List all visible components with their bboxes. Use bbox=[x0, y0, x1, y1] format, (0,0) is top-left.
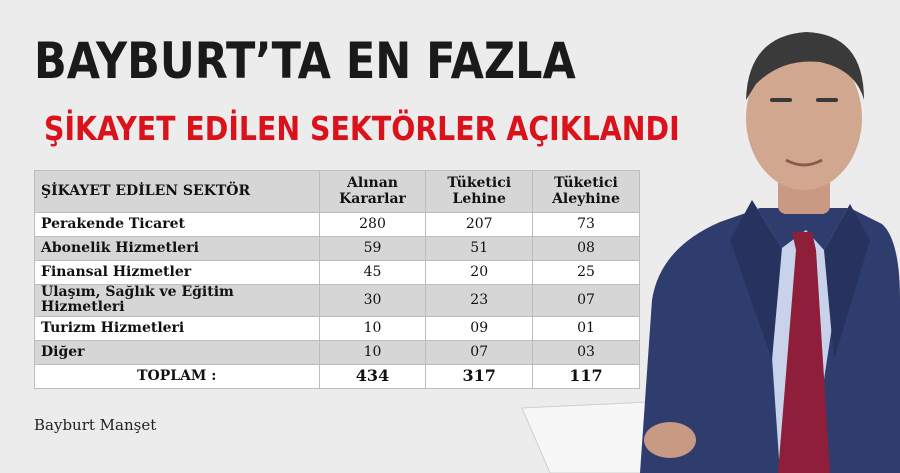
header-lehine: Tüketici Lehine bbox=[425, 170, 533, 213]
header-alinan: Alınan Kararlar bbox=[318, 170, 427, 213]
row-sector: Ulaşım, Sağlık ve Eğitim Hizmetleri bbox=[34, 284, 320, 317]
portrait-illustration bbox=[521, 32, 900, 473]
header-aleyhine: Tüketici Aleyhine bbox=[531, 170, 641, 213]
row-lehine: 23 bbox=[425, 284, 533, 317]
row-sector: Turizm Hizmetleri bbox=[34, 315, 320, 341]
row-alinan: 280 bbox=[318, 212, 427, 237]
table-row: Ulaşım, Sağlık ve Eğitim Hizmetleri 30 2… bbox=[34, 284, 641, 317]
mouth bbox=[785, 158, 823, 167]
tie bbox=[778, 232, 830, 473]
row-lehine: 20 bbox=[425, 260, 533, 285]
row-sector: Abonelik Hizmetleri bbox=[34, 236, 320, 261]
row-aleyhine: 73 bbox=[531, 212, 641, 237]
total-label: TOPLAM : bbox=[34, 363, 320, 389]
row-aleyhine: 08 bbox=[531, 236, 641, 261]
row-aleyhine: 07 bbox=[531, 284, 641, 317]
row-alinan: 10 bbox=[318, 339, 427, 365]
header-sector: ŞİKAYET EDİLEN SEKTÖR bbox=[34, 170, 320, 213]
row-lehine: 207 bbox=[425, 212, 533, 237]
table-row: Diğer 10 07 03 bbox=[34, 339, 641, 365]
row-lehine: 09 bbox=[425, 315, 533, 341]
row-lehine: 51 bbox=[425, 236, 533, 261]
right-eyebrow bbox=[816, 98, 838, 102]
complaints-table: ŞİKAYET EDİLEN SEKTÖR Alınan Kararlar Tü… bbox=[34, 170, 641, 389]
row-sector: Perakende Ticaret bbox=[34, 212, 320, 237]
table-row: Abonelik Hizmetleri 59 51 08 bbox=[34, 236, 641, 261]
hair bbox=[746, 32, 864, 100]
row-sector: Diğer bbox=[34, 339, 320, 365]
hand bbox=[644, 422, 696, 458]
row-alinan: 45 bbox=[318, 260, 427, 285]
left-eyebrow bbox=[770, 98, 792, 102]
table-row: Finansal Hizmetler 45 20 25 bbox=[34, 260, 641, 285]
row-alinan: 59 bbox=[318, 236, 427, 261]
total-aleyhine: 117 bbox=[531, 363, 641, 389]
table-header-row: ŞİKAYET EDİLEN SEKTÖR Alınan Kararlar Tü… bbox=[34, 170, 641, 213]
row-alinan: 10 bbox=[318, 315, 427, 341]
row-alinan: 30 bbox=[318, 284, 427, 317]
total-alinan: 434 bbox=[318, 363, 427, 389]
headline: BAYBURT’TA EN FAZLA bbox=[34, 32, 576, 90]
face bbox=[746, 46, 862, 190]
total-lehine: 317 bbox=[425, 363, 533, 389]
row-aleyhine: 03 bbox=[531, 339, 641, 365]
table-row: Perakende Ticaret 280 207 73 bbox=[34, 212, 641, 237]
source-credit: Bayburt Manşet bbox=[34, 416, 157, 434]
left-lapel bbox=[730, 200, 782, 360]
subheadline: ŞİKAYET EDİLEN SEKTÖRLER AÇIKLANDI bbox=[44, 109, 680, 148]
row-aleyhine: 25 bbox=[531, 260, 641, 285]
paper-sheet bbox=[521, 401, 671, 473]
table-total-row: TOPLAM : 434 317 117 bbox=[34, 363, 641, 389]
row-sector: Finansal Hizmetler bbox=[34, 260, 320, 285]
right-lapel bbox=[824, 204, 870, 360]
row-lehine: 07 bbox=[425, 339, 533, 365]
